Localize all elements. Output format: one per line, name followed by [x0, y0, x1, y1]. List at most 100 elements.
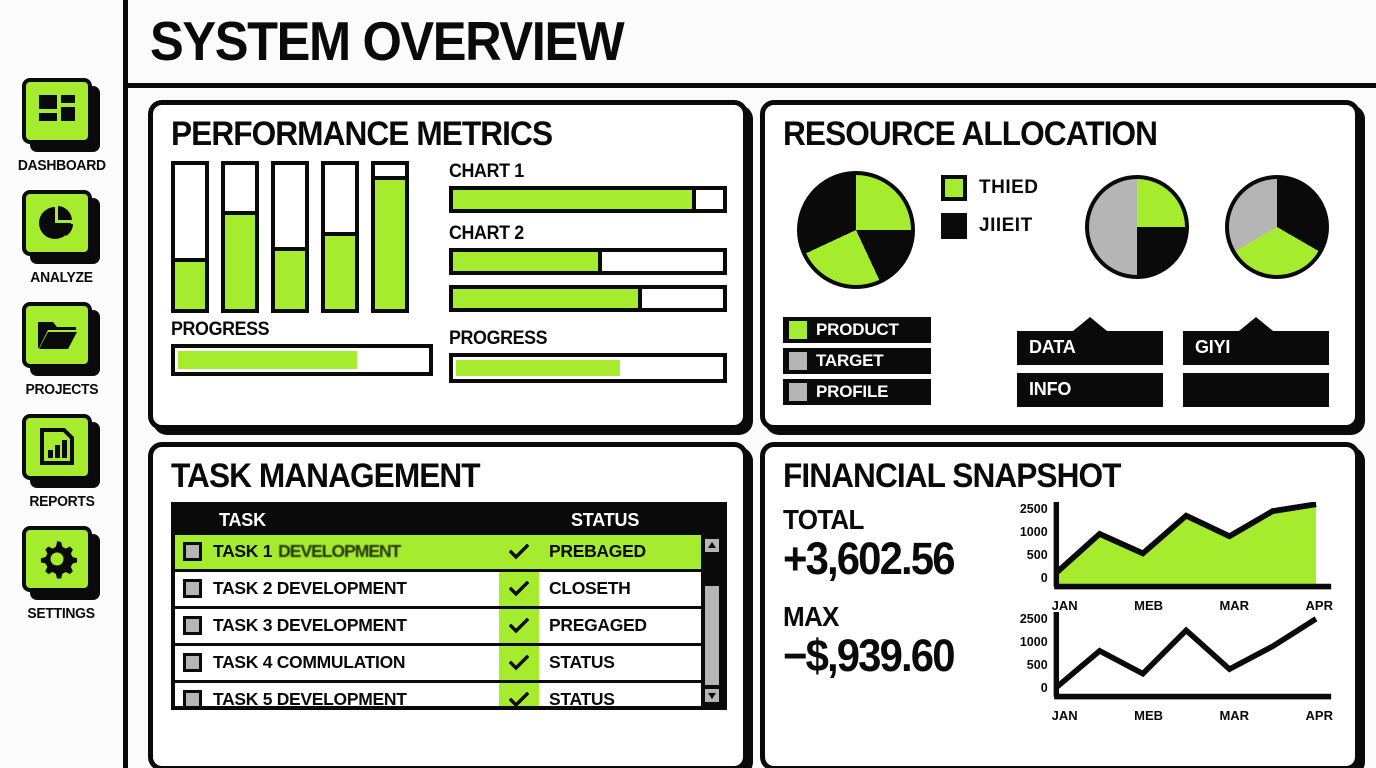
sidebar-icon-wrap-dashboard [21, 78, 102, 156]
row-checkbox[interactable] [183, 542, 202, 562]
max-value: −$,939.60 [783, 629, 955, 681]
cell-status: CLOSETH [539, 571, 701, 606]
cell-check[interactable] [499, 608, 539, 643]
sidebar-item-projects[interactable]: PROJECTS [0, 302, 123, 398]
sidebar-item-analyze[interactable]: ANALYZE [0, 190, 123, 286]
vertical-bar [171, 160, 209, 313]
progress-bar-right[interactable] [449, 353, 727, 383]
check-icon [509, 654, 529, 671]
y-tick: 500 [1026, 658, 1048, 673]
tag-pointer-icon [1183, 317, 1329, 331]
legend-swatch-green [941, 174, 967, 201]
cell-task[interactable]: TASK 1 DEVELOPMENT [175, 534, 499, 569]
column-header-status: STATUS [571, 510, 640, 531]
cell-status: STATUS [539, 682, 701, 710]
cell-task[interactable]: TASK 3 DEVELOPMENT [175, 608, 499, 643]
sidebar-item-reports[interactable]: REPORTS [0, 414, 123, 510]
sidebar-icon-wrap-reports [21, 414, 102, 492]
sidebar-item-label: SETTINGS [27, 606, 96, 622]
vertical-bars-group: PROGRESS [171, 160, 433, 383]
y-tick: 1000 [1019, 525, 1048, 540]
main-area: SYSTEM OVERVIEW PERFORMANCE METRICS [128, 0, 1376, 768]
cell-status: PREBAGED [539, 534, 701, 569]
area-series [1053, 501, 1331, 590]
table-row[interactable]: TASK 4 COMMULATION STATUS [175, 645, 701, 680]
vertical-bar [321, 160, 359, 313]
check-icon [509, 691, 529, 707]
sidebar-item-settings[interactable]: SETTINGS [0, 526, 123, 622]
task-label: TASK 1 [213, 541, 273, 562]
financial-total-block: TOTAL +3,602.56 [783, 506, 1008, 584]
panel-financial-snapshot: FINANCIAL SNAPSHOT TOTAL +3,602.56 MAX −… [760, 441, 1360, 768]
panel-title: TASK MANAGEMENT [171, 456, 481, 495]
table-row[interactable]: TASK 5 DEVELOPMENT STATUS [175, 682, 701, 710]
y-tick: 0 [1040, 680, 1048, 695]
scroll-thumb[interactable] [703, 583, 721, 688]
check-icon [509, 543, 529, 560]
cell-check[interactable] [499, 682, 539, 707]
scroll-up-icon[interactable] [703, 536, 721, 554]
y-tick: 1000 [1019, 635, 1048, 650]
sidebar-item-dashboard[interactable]: DASHBOARD [0, 78, 123, 174]
legend-row: JIIEIT [941, 212, 1039, 239]
pill-product[interactable]: PRODUCT [783, 316, 931, 343]
y-tick: 2500 [1019, 612, 1048, 627]
cell-task[interactable]: TASK 5 DEVELOPMENT [175, 682, 499, 707]
category-pills: PRODUCT TARGET PROFILE [783, 316, 931, 410]
table-scrollbar[interactable] [701, 534, 723, 707]
x-tick: JAN [1051, 598, 1078, 614]
dashboard-icon [21, 78, 92, 144]
row-checkbox[interactable] [183, 653, 202, 673]
pill-target[interactable]: TARGET [783, 347, 931, 374]
cell-check[interactable] [499, 571, 539, 606]
x-axis-labels: JAN MEB MAR APR [1052, 706, 1333, 723]
tag-label: GIYI [1195, 337, 1231, 358]
tag-button-info[interactable]: INFO [1017, 372, 1163, 407]
x-axis-labels: JAN MEB MAR APR [1052, 596, 1333, 613]
table-row[interactable]: TASK 3 DEVELOPMENT PREGAGED [175, 608, 701, 643]
pill-label: PROFILE [816, 381, 889, 401]
sidebar-item-label: ANALYZE [30, 270, 93, 286]
table-row[interactable]: TASK 2 DEVELOPMENT CLOSETH [175, 571, 701, 606]
row-checkbox[interactable] [183, 579, 202, 599]
row-checkbox[interactable] [183, 616, 202, 636]
tag-label: INFO [1029, 379, 1072, 400]
x-tick: MAR [1219, 598, 1250, 614]
horizontal-charts-group: CHART 1 CHART 2 PROGRESS [449, 161, 727, 383]
pie-legend: THIED JIIEIT [941, 174, 1039, 251]
financial-body: TOTAL +3,602.56 MAX −$,939.60 2500 [783, 501, 1339, 730]
cell-check[interactable] [499, 534, 539, 569]
status-badge: CLOSETH [549, 578, 631, 599]
status-badge: STATUS [549, 689, 615, 710]
progress-bar-left[interactable] [171, 343, 433, 376]
progress-label-left: PROGRESS [171, 318, 270, 340]
secondary-pies [1085, 174, 1339, 279]
panel-performance-metrics: PERFORMANCE METRICS PROGRESS [148, 100, 748, 430]
table-body-wrap: TASK 1 DEVELOPMENT PREBAGED [175, 534, 723, 707]
panel-resource-allocation: RESOURCE ALLOCATION THIED JIIEIT [760, 100, 1360, 430]
status-badge: PREGAGED [549, 615, 647, 636]
table-row[interactable]: TASK 1 DEVELOPMENT PREBAGED [175, 534, 701, 569]
progress-label-right: PROGRESS [449, 328, 548, 350]
cell-check[interactable] [499, 645, 539, 680]
cell-task[interactable]: TASK 2 DEVELOPMENT [175, 571, 499, 606]
table-body: TASK 1 DEVELOPMENT PREBAGED [175, 534, 701, 707]
gear-icon [21, 526, 92, 592]
scroll-down-icon[interactable] [703, 687, 721, 705]
resource-footer-row: PRODUCT TARGET PROFILE [783, 316, 1339, 415]
pill-swatch [789, 351, 807, 370]
pill-label: TARGET [816, 350, 884, 370]
folder-icon [21, 302, 92, 368]
tag-column-data: DATA INFO [1017, 317, 1163, 415]
cell-task[interactable]: TASK 4 COMMULATION [175, 645, 499, 680]
progress-fill [178, 350, 357, 369]
pie-column-data [1085, 174, 1189, 279]
pill-profile[interactable]: PROFILE [783, 378, 931, 405]
sidebar-item-label: REPORTS [28, 494, 95, 510]
row-checkbox[interactable] [183, 690, 202, 707]
tag-button-empty[interactable] [1183, 372, 1329, 407]
tag-button-giyi[interactable]: GIYI [1183, 330, 1329, 365]
tag-button-data[interactable]: DATA [1017, 330, 1163, 365]
topbar: SYSTEM OVERVIEW [128, 0, 1376, 88]
performance-body: PROGRESS CHART 1 CHART 2 PROGRESS [171, 160, 727, 383]
